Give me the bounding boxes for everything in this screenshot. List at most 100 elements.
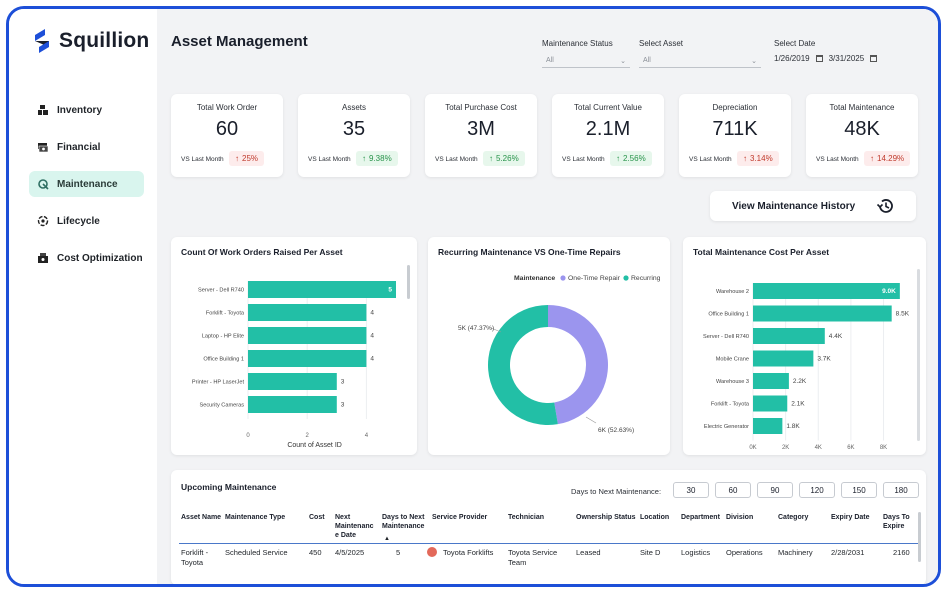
select-value: All: [643, 57, 651, 64]
column-header[interactable]: Expiry Date: [831, 514, 870, 521]
column-header[interactable]: Cost: [309, 514, 325, 521]
data-label: 6K (52.63%): [598, 427, 634, 434]
cost-icon: [38, 253, 48, 263]
data-label: 4: [370, 333, 374, 340]
arrow-up-icon: ↑: [743, 154, 747, 163]
sidebar-item-label: Cost Optimization: [57, 252, 143, 264]
column-header[interactable]: Asset Name: [181, 514, 222, 521]
data-label: 5: [388, 287, 392, 294]
bar: [753, 328, 825, 344]
x-tick-label: 4K: [815, 445, 822, 451]
kpi-card-depreciation: Depreciation 711K VS Last Month ↑ 3.14%: [679, 94, 791, 177]
column-header[interactable]: Division: [726, 514, 754, 521]
column-header[interactable]: Department: [681, 514, 720, 521]
days-option-180[interactable]: 180: [883, 482, 919, 498]
days-option-150[interactable]: 150: [841, 482, 877, 498]
donut-slice: [548, 305, 608, 425]
days-option-120[interactable]: 120: [799, 482, 835, 498]
category-label: Printer - HP LaserJet: [192, 380, 245, 386]
select-asset-select[interactable]: All ⌄: [639, 54, 761, 68]
arrow-up-icon: ↑: [616, 154, 620, 163]
column-header[interactable]: Next Maintenanc e Date: [335, 514, 374, 539]
column-header[interactable]: Category: [778, 514, 809, 521]
cell-asset-name: Forklift - Toyota: [181, 548, 209, 567]
maintenance-status-select[interactable]: All ⌄: [542, 54, 630, 68]
chevron-down-icon: ⌄: [620, 57, 626, 65]
bar: [248, 327, 367, 344]
column-header[interactable]: Location: [640, 514, 670, 521]
kpi-vs-label: VS Last Month: [689, 156, 732, 163]
sidebar-item-label: Financial: [57, 141, 101, 153]
cell-days-to-next: 5: [396, 548, 401, 557]
kpi-card-total-maintenance: Total Maintenance 48K VS Last Month ↑ 14.…: [806, 94, 918, 177]
column-header[interactable]: Service Provider: [432, 514, 488, 521]
maintenance-status-filter: Maintenance Status All ⌄: [542, 39, 630, 68]
category-label: Server - Dell R740: [198, 288, 244, 294]
sidebar-item-financial[interactable]: Financial: [29, 134, 144, 160]
kpi-title: Total Purchase Cost: [445, 103, 517, 112]
chart-scrollbar[interactable]: [407, 265, 410, 299]
data-label: 4: [370, 310, 374, 317]
x-tick-label: 2K: [782, 445, 789, 451]
app-frame: Squillion Inventory Financial Maintenanc…: [6, 6, 941, 587]
kpi-value: 60: [215, 118, 239, 140]
sidebar-item-lifecycle[interactable]: Lifecycle: [29, 208, 144, 234]
kpi-value: 48K: [844, 118, 880, 140]
days-option-90[interactable]: 90: [757, 482, 793, 498]
x-tick-label: 8K: [880, 445, 887, 451]
kpi-change: 14.29%: [877, 154, 905, 163]
kpi-change-badge: ↑ 2.56%: [610, 151, 652, 166]
calendar-icon[interactable]: [815, 55, 823, 62]
end-date-input[interactable]: 3/31/2025: [829, 54, 878, 63]
date-range: 1/26/2019 3/31/2025: [774, 54, 878, 63]
select-value: All: [546, 57, 554, 64]
column-header[interactable]: Days to Next Maintenance: [382, 514, 425, 530]
column-header[interactable]: Maintenance Type: [225, 514, 286, 521]
column-header[interactable]: Technician: [508, 514, 545, 521]
filter-label: Maintenance Status: [542, 39, 613, 48]
kpi-vs-label: VS Last Month: [308, 156, 351, 163]
logo: Squillion: [31, 27, 149, 55]
category-label: Warehouse 2: [716, 289, 749, 295]
view-maintenance-history-button[interactable]: View Maintenance History: [710, 191, 916, 221]
kpi-value: 711K: [712, 118, 758, 140]
table-scrollbar[interactable]: [918, 512, 921, 562]
chart-scrollbar[interactable]: [917, 269, 920, 441]
cell-department: Logistics: [681, 548, 711, 557]
sidebar-item-label: Maintenance: [57, 178, 118, 190]
bar: [753, 373, 789, 389]
calendar-icon[interactable]: [870, 55, 878, 62]
data-label: 3.7K: [817, 356, 831, 363]
filter-label: Select Date: [774, 39, 816, 48]
sidebar-item-cost-optimization[interactable]: Cost Optimization: [29, 245, 144, 271]
category-label: Laptop - HP Elite: [202, 334, 244, 340]
brand-name: Squillion: [59, 29, 150, 52]
column-header[interactable]: Days To Expire: [883, 514, 910, 530]
data-label: 9.0K: [882, 288, 896, 295]
bar: [753, 418, 783, 434]
money-icon: [38, 143, 49, 153]
upcoming-maintenance-card: Upcoming Maintenance Days to Next Mainte…: [171, 470, 926, 584]
sidebar-item-inventory[interactable]: Inventory: [29, 97, 144, 123]
recurring-vs-onetime-chart-card: Recurring Maintenance VS One-Time Repair…: [428, 237, 670, 455]
cell-location: Site D: [640, 548, 661, 557]
start-date-input[interactable]: 1/26/2019: [774, 54, 823, 63]
days-option-30[interactable]: 30: [673, 482, 709, 498]
column-header[interactable]: Ownership Status: [576, 514, 636, 521]
days-option-60[interactable]: 60: [715, 482, 751, 498]
cell-division: Operations: [726, 548, 763, 557]
data-label: 2.1K: [791, 401, 805, 408]
leader-line: [490, 327, 502, 333]
sidebar-item-maintenance[interactable]: Maintenance: [29, 171, 144, 197]
kpi-title: Total Work Order: [196, 103, 258, 112]
boxes-icon: [38, 105, 48, 115]
cell-next-date: 4/5/2025: [335, 548, 365, 557]
sort-asc-icon[interactable]: ▲: [384, 536, 390, 542]
start-date-value: 1/26/2019: [774, 54, 810, 63]
bar: [248, 350, 367, 367]
kpi-value: 3M: [467, 118, 495, 140]
kpi-value: 2.1M: [585, 118, 631, 140]
category-label: Electric Generator: [704, 424, 749, 430]
wrench-icon: [38, 179, 49, 190]
data-label: 1.8K: [786, 423, 800, 430]
